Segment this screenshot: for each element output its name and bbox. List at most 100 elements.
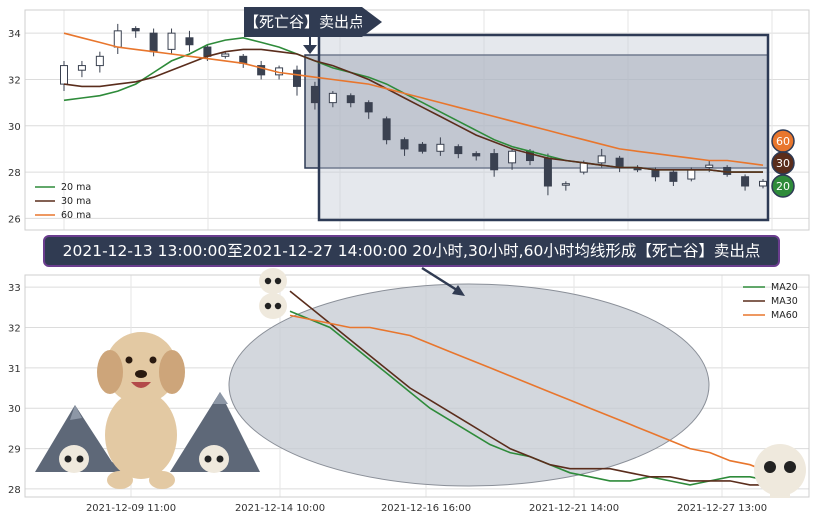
bottom-y-tick-label: 28	[8, 485, 21, 496]
candle	[741, 174, 750, 191]
candles	[60, 23, 767, 196]
bottom-x-tick-labels: 2021-12-09 11:00 2021-12-14 10:00 2021-12-…	[86, 503, 767, 514]
skull-icon-top-2	[259, 293, 287, 319]
death-valley-inner-shade	[304, 54, 769, 169]
bottom-x-tick-label: 2021-12-09 11:00	[86, 503, 176, 514]
candle	[400, 137, 409, 156]
candle-body	[561, 183, 570, 186]
candle-body	[454, 146, 463, 155]
bottom-y-tick-label: 30	[8, 404, 21, 415]
candle	[561, 181, 570, 191]
candle-body	[346, 95, 355, 104]
candle	[346, 93, 355, 108]
bottom-y-tick-labels: 28 29 30 31 32 33	[8, 283, 21, 496]
bottom-x-tick-label: 2021-12-16 16:00	[381, 503, 471, 514]
candlestick-chart: 26 28 30 32 34 20 ma 30 ma 60 ma 60 30 20	[8, 9, 810, 231]
candle-body	[257, 65, 266, 76]
candle	[508, 148, 517, 170]
bottom-x-tick-label: 2021-12-27 13:00	[677, 503, 767, 514]
candle-body	[131, 28, 140, 32]
death-valley-ellipse	[228, 283, 710, 487]
candle	[454, 144, 463, 159]
candle	[759, 179, 767, 189]
top-y-tick-label: 34	[8, 29, 21, 40]
candle	[310, 81, 319, 110]
bottom-y-tick-label: 29	[8, 445, 21, 456]
bottom-series-line	[289, 314, 771, 474]
top-y-tick-label: 30	[8, 122, 21, 133]
candle	[472, 151, 481, 161]
candle-body	[310, 85, 319, 104]
candle-body	[328, 92, 337, 104]
candle-body	[382, 118, 391, 141]
candle-body	[705, 164, 714, 168]
top-y-tick-label: 28	[8, 168, 21, 179]
candle-body	[167, 32, 176, 50]
candle-body	[669, 171, 678, 182]
bottom-series-line	[289, 290, 770, 486]
candle-body	[723, 166, 732, 175]
candle-body	[149, 32, 158, 53]
top-y-tick-label: 32	[8, 75, 21, 86]
skull-icon-top	[259, 268, 287, 294]
top-series-line	[63, 32, 764, 166]
candle-body	[490, 153, 499, 171]
candle-body	[60, 65, 68, 85]
candle-body	[687, 169, 696, 180]
signal-arrow-down-icon	[303, 35, 317, 54]
candle-body	[579, 162, 588, 173]
badge-30-label: 30	[776, 157, 790, 170]
ma-line-chart: 28 29 30 31 32 33 2021-12-09 11:00 2021-12-14 …	[8, 266, 810, 514]
pointer-arrow-icon	[421, 266, 465, 296]
candle-body	[543, 157, 552, 187]
candle-body	[472, 153, 481, 157]
legend-label-ma20: MA20	[771, 282, 798, 293]
candle	[382, 116, 391, 145]
tag-arrow-tip	[362, 7, 382, 37]
candle	[257, 60, 266, 80]
candle	[95, 51, 104, 73]
candle	[185, 30, 194, 52]
candle-body	[221, 53, 230, 57]
legend-label-30ma: 30 ma	[61, 196, 91, 207]
candle-body	[436, 143, 445, 152]
top-series-line	[63, 48, 763, 173]
bottom-y-tick-label: 32	[8, 323, 21, 334]
bottom-legend: MA20 MA30 MA60	[743, 282, 798, 321]
candle	[113, 23, 122, 54]
badge-60-label: 60	[776, 135, 790, 148]
bottom-y-tick-label: 31	[8, 364, 21, 375]
top-legend: 20 ma 30 ma 60 ma	[35, 182, 91, 221]
badge-30	[771, 151, 795, 175]
badge-20-label: 20	[776, 180, 790, 193]
candle	[60, 60, 68, 92]
candle-body	[741, 176, 750, 187]
legend-label-60ma: 60 ma	[61, 210, 91, 221]
candle-body	[615, 157, 624, 168]
death-valley-box	[317, 33, 770, 222]
candle-body	[759, 180, 767, 187]
legend-label-20ma: 20 ma	[61, 182, 91, 193]
candle-body	[185, 37, 194, 46]
candle	[293, 65, 301, 96]
candle	[418, 142, 427, 154]
legend-label-ma60: MA60	[771, 310, 798, 321]
candle	[436, 137, 445, 156]
skull-icon-left	[59, 445, 89, 473]
candle-body	[418, 143, 427, 152]
ma-badges: 60 30 20	[771, 129, 795, 198]
candle	[490, 148, 499, 177]
candle-body	[95, 55, 104, 67]
candle	[77, 60, 86, 78]
candle	[364, 100, 373, 119]
candle-body	[597, 155, 606, 164]
candle-body	[77, 65, 86, 71]
candle	[167, 28, 176, 54]
skull-icon-big	[754, 444, 806, 498]
bottom-ma-lines	[289, 290, 771, 486]
bottom-x-tick-label: 2021-12-21 14:00	[529, 503, 619, 514]
candle	[597, 148, 606, 168]
candle-body	[651, 169, 660, 178]
top-plot-frame	[24, 9, 810, 231]
bottom-x-tick-label: 2021-12-14 10:00	[235, 503, 325, 514]
